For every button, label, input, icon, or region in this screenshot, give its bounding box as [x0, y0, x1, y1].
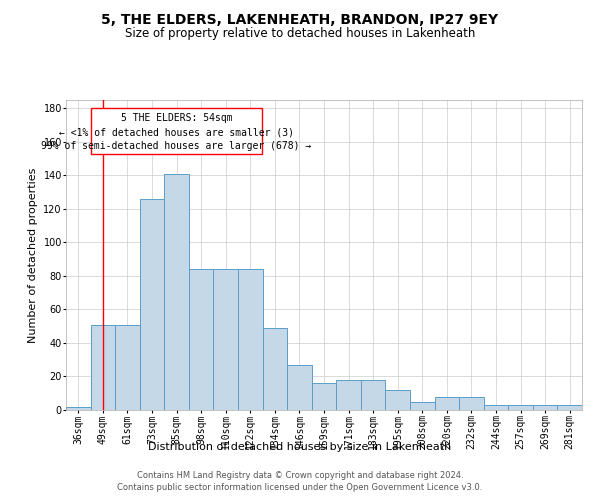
Bar — [91, 324, 115, 410]
Bar — [434, 396, 459, 410]
Bar — [557, 405, 582, 410]
Text: 5 THE ELDERS: 54sqm: 5 THE ELDERS: 54sqm — [121, 114, 232, 124]
Y-axis label: Number of detached properties: Number of detached properties — [28, 168, 38, 342]
Text: ← <1% of detached houses are smaller (3): ← <1% of detached houses are smaller (3) — [59, 128, 294, 138]
Bar — [533, 405, 557, 410]
Bar — [508, 405, 533, 410]
Text: Size of property relative to detached houses in Lakenheath: Size of property relative to detached ho… — [125, 28, 475, 40]
Text: 99% of semi-detached houses are larger (678) →: 99% of semi-detached houses are larger (… — [41, 141, 311, 151]
Bar — [361, 380, 385, 410]
Text: Contains HM Land Registry data © Crown copyright and database right 2024.: Contains HM Land Registry data © Crown c… — [137, 471, 463, 480]
Bar — [263, 328, 287, 410]
Bar — [484, 405, 508, 410]
Text: Contains public sector information licensed under the Open Government Licence v3: Contains public sector information licen… — [118, 484, 482, 492]
Bar — [66, 406, 91, 410]
Bar — [410, 402, 434, 410]
Bar — [115, 324, 140, 410]
Bar — [214, 269, 238, 410]
Bar — [164, 174, 189, 410]
Bar — [238, 269, 263, 410]
Bar — [287, 365, 312, 410]
Bar — [91, 108, 262, 154]
Bar — [312, 383, 336, 410]
Bar — [140, 199, 164, 410]
Bar — [336, 380, 361, 410]
Text: 5, THE ELDERS, LAKENHEATH, BRANDON, IP27 9EY: 5, THE ELDERS, LAKENHEATH, BRANDON, IP27… — [101, 12, 499, 26]
Bar — [385, 390, 410, 410]
Bar — [189, 269, 214, 410]
Bar — [459, 396, 484, 410]
Text: Distribution of detached houses by size in Lakenheath: Distribution of detached houses by size … — [148, 442, 452, 452]
